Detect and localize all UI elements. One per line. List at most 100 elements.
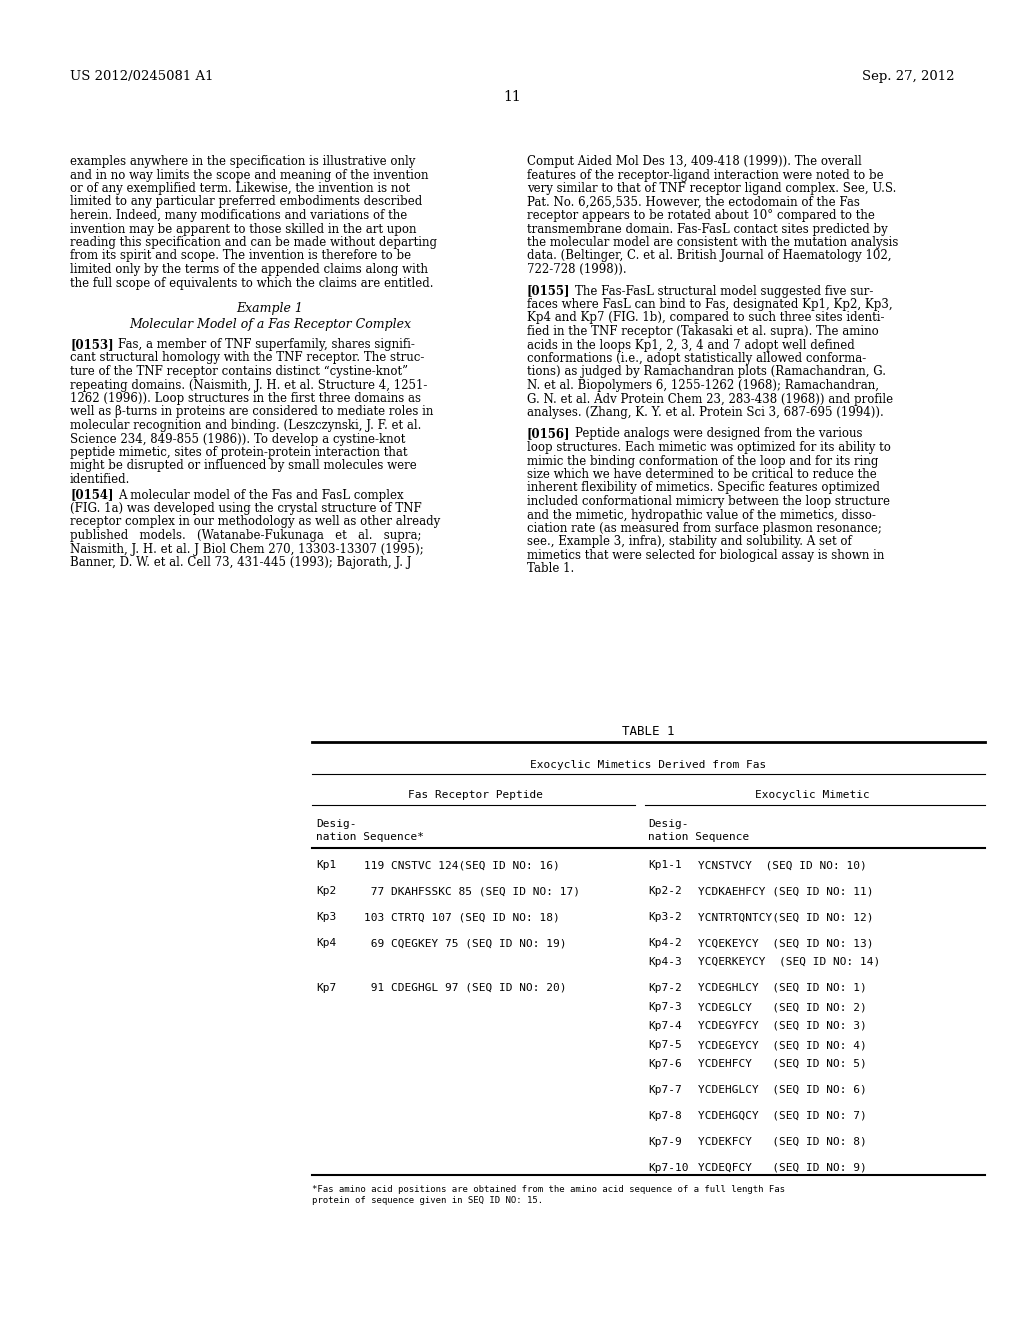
Text: inherent flexibility of mimetics. Specific features optimized: inherent flexibility of mimetics. Specif…: [527, 482, 880, 495]
Text: mimetics that were selected for biological assay is shown in: mimetics that were selected for biologic…: [527, 549, 885, 562]
Text: YCDEKFCY   (SEQ ID NO: 8): YCDEKFCY (SEQ ID NO: 8): [698, 1137, 866, 1147]
Text: nation Sequence*: nation Sequence*: [316, 832, 424, 842]
Text: US 2012/0245081 A1: US 2012/0245081 A1: [70, 70, 213, 83]
Text: or of any exemplified term. Likewise, the invention is not: or of any exemplified term. Likewise, th…: [70, 182, 411, 195]
Text: from its spirit and scope. The invention is therefore to be: from its spirit and scope. The invention…: [70, 249, 411, 263]
Text: invention may be apparent to those skilled in the art upon: invention may be apparent to those skill…: [70, 223, 417, 235]
Text: fied in the TNF receptor (Takasaki et al. supra). The amino: fied in the TNF receptor (Takasaki et al…: [527, 325, 879, 338]
Text: and in no way limits the scope and meaning of the invention: and in no way limits the scope and meani…: [70, 169, 428, 181]
Text: included conformational mimicry between the loop structure: included conformational mimicry between …: [527, 495, 890, 508]
Text: YCDEGHLCY  (SEQ ID NO: 1): YCDEGHLCY (SEQ ID NO: 1): [698, 983, 866, 993]
Text: YCQERKEYCY  (SEQ ID NO: 14): YCQERKEYCY (SEQ ID NO: 14): [698, 957, 881, 968]
Text: very similar to that of TNF receptor ligand complex. See, U.S.: very similar to that of TNF receptor lig…: [527, 182, 896, 195]
Text: YCDEGYFCY  (SEQ ID NO: 3): YCDEGYFCY (SEQ ID NO: 3): [698, 1020, 866, 1031]
Text: conformations (i.e., adopt statistically allowed conforma-: conformations (i.e., adopt statistically…: [527, 352, 866, 366]
Text: 11: 11: [503, 90, 521, 104]
Text: limited only by the terms of the appended claims along with: limited only by the terms of the appende…: [70, 263, 428, 276]
Text: acids in the loops Kp1, 2, 3, 4 and 7 adopt well defined: acids in the loops Kp1, 2, 3, 4 and 7 ad…: [527, 338, 855, 351]
Text: Naismith, J. H. et al. J Biol Chem 270, 13303-13307 (1995);: Naismith, J. H. et al. J Biol Chem 270, …: [70, 543, 424, 556]
Text: Kp7-10: Kp7-10: [648, 1163, 688, 1173]
Text: molecular recognition and binding. (Leszczynski, J. F. et al.: molecular recognition and binding. (Lesz…: [70, 418, 421, 432]
Text: Kp7: Kp7: [316, 983, 336, 993]
Text: Fas Receptor Peptide: Fas Receptor Peptide: [409, 789, 544, 800]
Text: Kp4: Kp4: [316, 939, 336, 948]
Text: Desig-: Desig-: [648, 818, 688, 829]
Text: YCDEGLCY   (SEQ ID NO: 2): YCDEGLCY (SEQ ID NO: 2): [698, 1002, 866, 1012]
Text: Kp4-3: Kp4-3: [648, 957, 682, 968]
Text: Kp4 and Kp7 (FIG. 1b), compared to such three sites identi-: Kp4 and Kp7 (FIG. 1b), compared to such …: [527, 312, 885, 325]
Text: YCQEKEYCY  (SEQ ID NO: 13): YCQEKEYCY (SEQ ID NO: 13): [698, 939, 873, 948]
Text: ciation rate (as measured from surface plasmon resonance;: ciation rate (as measured from surface p…: [527, 521, 882, 535]
Text: N. et al. Biopolymers 6, 1255-1262 (1968); Ramachandran,: N. et al. Biopolymers 6, 1255-1262 (1968…: [527, 379, 879, 392]
Text: Kp2: Kp2: [316, 886, 336, 896]
Text: the full scope of equivalents to which the claims are entitled.: the full scope of equivalents to which t…: [70, 276, 433, 289]
Text: analyses. (Zhang, K. Y. et al. Protein Sci 3, 687-695 (1994)).: analyses. (Zhang, K. Y. et al. Protein S…: [527, 407, 884, 418]
Text: Sep. 27, 2012: Sep. 27, 2012: [862, 70, 955, 83]
Text: Kp7-4: Kp7-4: [648, 1020, 682, 1031]
Text: nation Sequence: nation Sequence: [648, 832, 750, 842]
Text: Fas, a member of TNF superfamily, shares signifi-: Fas, a member of TNF superfamily, shares…: [118, 338, 415, 351]
Text: YCDEHGQCY  (SEQ ID NO: 7): YCDEHGQCY (SEQ ID NO: 7): [698, 1111, 866, 1121]
Text: Kp7-3: Kp7-3: [648, 1002, 682, 1012]
Text: peptide mimetic, sites of protein-protein interaction that: peptide mimetic, sites of protein-protei…: [70, 446, 408, 459]
Text: might be disrupted or influenced by small molecules were: might be disrupted or influenced by smal…: [70, 459, 417, 473]
Text: the molecular model are consistent with the mutation analysis: the molecular model are consistent with …: [527, 236, 898, 249]
Text: Kp3-2: Kp3-2: [648, 912, 682, 921]
Text: herein. Indeed, many modifications and variations of the: herein. Indeed, many modifications and v…: [70, 209, 408, 222]
Text: 119 CNSTVC 124(SEQ ID NO: 16): 119 CNSTVC 124(SEQ ID NO: 16): [364, 861, 560, 870]
Text: size which we have determined to be critical to reduce the: size which we have determined to be crit…: [527, 469, 877, 480]
Text: and the mimetic, hydropathic value of the mimetics, disso-: and the mimetic, hydropathic value of th…: [527, 508, 876, 521]
Text: well as β-turns in proteins are considered to mediate roles in: well as β-turns in proteins are consider…: [70, 405, 433, 418]
Text: Peptide analogs were designed from the various: Peptide analogs were designed from the v…: [575, 428, 862, 441]
Text: faces where FasL can bind to Fas, designated Kp1, Kp2, Kp3,: faces where FasL can bind to Fas, design…: [527, 298, 893, 312]
Text: Science 234, 849-855 (1986)). To develop a cystine-knot: Science 234, 849-855 (1986)). To develop…: [70, 433, 406, 446]
Text: Kp2-2: Kp2-2: [648, 886, 682, 896]
Text: 69 CQEGKEY 75 (SEQ ID NO: 19): 69 CQEGKEY 75 (SEQ ID NO: 19): [364, 939, 566, 948]
Text: see., Example 3, infra), stability and solubility. A set of: see., Example 3, infra), stability and s…: [527, 536, 852, 549]
Text: Kp7-9: Kp7-9: [648, 1137, 682, 1147]
Text: identified.: identified.: [70, 473, 130, 486]
Text: The Fas-FasL structural model suggested five sur-: The Fas-FasL structural model suggested …: [575, 285, 873, 297]
Text: (FIG. 1a) was developed using the crystal structure of TNF: (FIG. 1a) was developed using the crysta…: [70, 502, 422, 515]
Text: [0156]: [0156]: [527, 428, 570, 441]
Text: receptor complex in our methodology as well as other already: receptor complex in our methodology as w…: [70, 516, 440, 528]
Text: Kp1: Kp1: [316, 861, 336, 870]
Text: TABLE 1: TABLE 1: [622, 725, 674, 738]
Text: YCNSTVCY  (SEQ ID NO: 10): YCNSTVCY (SEQ ID NO: 10): [698, 861, 866, 870]
Text: loop structures. Each mimetic was optimized for its ability to: loop structures. Each mimetic was optimi…: [527, 441, 891, 454]
Text: examples anywhere in the specification is illustrative only: examples anywhere in the specification i…: [70, 154, 416, 168]
Text: Kp3: Kp3: [316, 912, 336, 921]
Text: reading this specification and can be made without departing: reading this specification and can be ma…: [70, 236, 437, 249]
Text: Pat. No. 6,265,535. However, the ectodomain of the Fas: Pat. No. 6,265,535. However, the ectodom…: [527, 195, 860, 209]
Text: Kp4-2: Kp4-2: [648, 939, 682, 948]
Text: Example 1: Example 1: [237, 302, 303, 315]
Text: 103 CTRTQ 107 (SEQ ID NO: 18): 103 CTRTQ 107 (SEQ ID NO: 18): [364, 912, 560, 921]
Text: *Fas amino acid positions are obtained from the amino acid sequence of a full le: *Fas amino acid positions are obtained f…: [312, 1185, 785, 1195]
Text: features of the receptor-ligand interaction were noted to be: features of the receptor-ligand interact…: [527, 169, 884, 181]
Text: 77 DKAHFSSKC 85 (SEQ ID NO: 17): 77 DKAHFSSKC 85 (SEQ ID NO: 17): [364, 886, 580, 896]
Text: repeating domains. (Naismith, J. H. et al. Structure 4, 1251-: repeating domains. (Naismith, J. H. et a…: [70, 379, 427, 392]
Text: YCDEQFCY   (SEQ ID NO: 9): YCDEQFCY (SEQ ID NO: 9): [698, 1163, 866, 1173]
Text: limited to any particular preferred embodiments described: limited to any particular preferred embo…: [70, 195, 422, 209]
Text: Kp1-1: Kp1-1: [648, 861, 682, 870]
Text: Exocyclic Mimetic: Exocyclic Mimetic: [755, 789, 869, 800]
Text: mimic the binding conformation of the loop and for its ring: mimic the binding conformation of the lo…: [527, 454, 879, 467]
Text: [0153]: [0153]: [70, 338, 114, 351]
Text: YCDEHGLCY  (SEQ ID NO: 6): YCDEHGLCY (SEQ ID NO: 6): [698, 1085, 866, 1096]
Text: Kp7-6: Kp7-6: [648, 1059, 682, 1069]
Text: YCDEHFCY   (SEQ ID NO: 5): YCDEHFCY (SEQ ID NO: 5): [698, 1059, 866, 1069]
Text: 722-728 (1998)).: 722-728 (1998)).: [527, 263, 627, 276]
Text: [0154]: [0154]: [70, 488, 114, 502]
Text: 1262 (1996)). Loop structures in the first three domains as: 1262 (1996)). Loop structures in the fir…: [70, 392, 421, 405]
Text: Comput Aided Mol Des 13, 409-418 (1999)). The overall: Comput Aided Mol Des 13, 409-418 (1999))…: [527, 154, 862, 168]
Text: YCDKAEHFCY (SEQ ID NO: 11): YCDKAEHFCY (SEQ ID NO: 11): [698, 886, 873, 896]
Text: Kp7-8: Kp7-8: [648, 1111, 682, 1121]
Text: ture of the TNF receptor contains distinct “cystine-knot”: ture of the TNF receptor contains distin…: [70, 366, 409, 378]
Text: published   models.   (Watanabe-Fukunaga   et   al.   supra;: published models. (Watanabe-Fukunaga et …: [70, 529, 422, 543]
Text: A molecular model of the Fas and FasL complex: A molecular model of the Fas and FasL co…: [118, 488, 403, 502]
Text: data. (Beltinger, C. et al. British Journal of Haematology 102,: data. (Beltinger, C. et al. British Jour…: [527, 249, 892, 263]
Text: Molecular Model of a Fas Receptor Complex: Molecular Model of a Fas Receptor Comple…: [129, 318, 411, 331]
Text: receptor appears to be rotated about 10° compared to the: receptor appears to be rotated about 10°…: [527, 209, 874, 222]
Text: Kp7-2: Kp7-2: [648, 983, 682, 993]
Text: transmembrane domain. Fas-FasL contact sites predicted by: transmembrane domain. Fas-FasL contact s…: [527, 223, 888, 235]
